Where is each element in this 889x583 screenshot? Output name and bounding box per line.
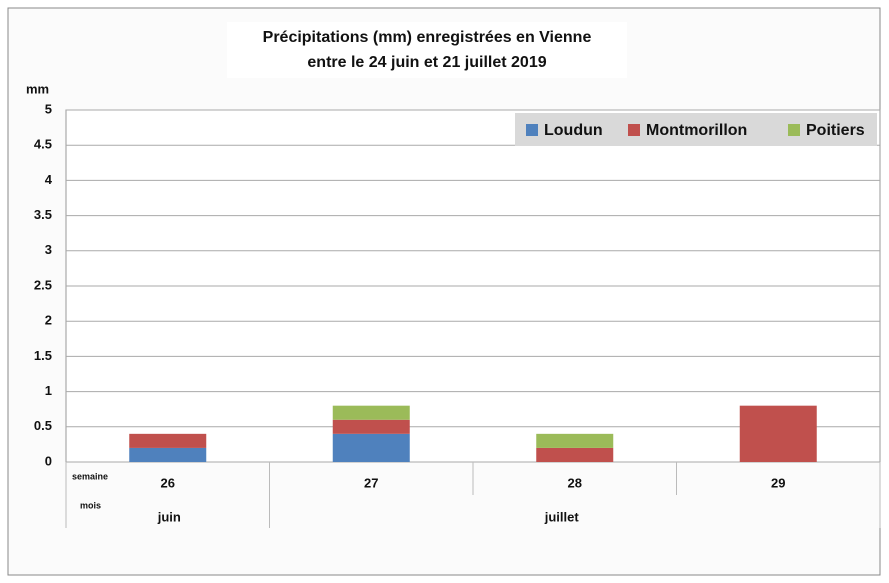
chart-title: entre le 24 juin et 21 juillet 2019 — [307, 54, 546, 71]
group-label: juillet — [544, 509, 580, 524]
legend-swatch — [788, 124, 800, 136]
x-tick-label: 28 — [568, 475, 582, 490]
legend-label: Montmorillon — [646, 122, 747, 139]
bar-segment — [536, 447, 614, 462]
y-tick-label: 3.5 — [34, 207, 52, 222]
y-tick-label: 4 — [45, 172, 53, 187]
legend-swatch — [526, 124, 538, 136]
y-tick-label: 0.5 — [34, 418, 52, 433]
y-tick-label: 1.5 — [34, 348, 52, 363]
x-tick-label: 26 — [161, 475, 175, 490]
bar-segment — [332, 419, 410, 434]
bar-segment — [332, 405, 410, 420]
bar-segment — [739, 405, 817, 462]
legend-label: Poitiers — [806, 122, 865, 139]
x-tick-label: 29 — [771, 475, 785, 490]
y-tick-label: 5 — [45, 101, 52, 116]
y-tick-label: 1 — [45, 383, 52, 398]
x-tick-label: 27 — [364, 475, 378, 490]
y-tick-label: 2 — [45, 313, 52, 328]
legend-box — [515, 113, 877, 146]
bar-segment — [129, 447, 207, 462]
row-label: semaine — [72, 471, 108, 481]
title-box — [227, 22, 627, 78]
y-tick-label: 4.5 — [34, 137, 52, 152]
legend-label: Loudun — [544, 122, 603, 139]
y-tick-label: 0 — [45, 453, 52, 468]
bar-segment — [332, 433, 410, 462]
chart-title: Précipitations (mm) enregistrées en Vien… — [263, 29, 592, 46]
y-tick-label: 3 — [45, 242, 52, 257]
y-tick-label: 2.5 — [34, 277, 52, 292]
bar-segment — [129, 433, 207, 448]
bar-segment — [536, 433, 614, 448]
row-label: mois — [80, 500, 101, 510]
group-label: juin — [157, 509, 181, 524]
legend-swatch — [628, 124, 640, 136]
y-axis-label: mm — [26, 81, 49, 96]
